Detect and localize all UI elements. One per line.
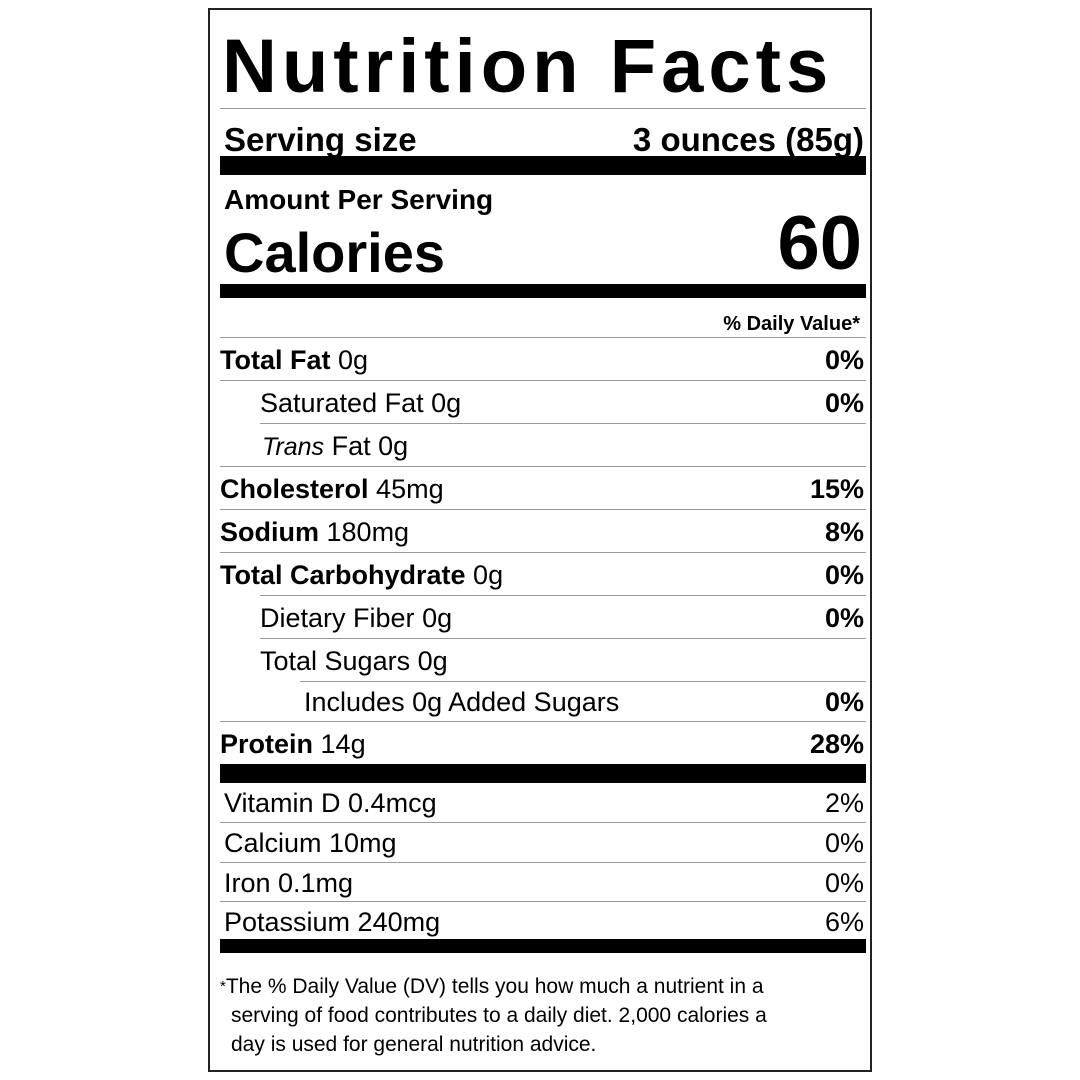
vitamin-dv: 0% [824, 867, 864, 898]
nutrient-row-dietary-fiber: Dietary Fiber 0g 0% [260, 598, 864, 638]
nutrient-dv: 0% [824, 344, 864, 375]
footnote: *The % Daily Value (DV) tells you how mu… [220, 972, 860, 1059]
vitamin-dv: 6% [824, 906, 864, 937]
nutrient-name: Includes 0g Added Sugars [304, 686, 620, 717]
nutrient-row-added-sugars: Includes 0g Added Sugars 0% [304, 683, 864, 721]
footnote-line: day is used for general nutrition advice… [231, 1033, 597, 1056]
footnote-asterisk: * [220, 978, 226, 995]
nutrient-row-saturated-fat: Saturated Fat 0g 0% [260, 383, 864, 423]
nutrient-name: Trans [262, 432, 325, 461]
nutrient-row-trans-fat: Trans Fat 0g [262, 426, 864, 466]
nutrient-dv: 0% [824, 602, 864, 633]
vitamin-text: Iron 0.1mg [224, 867, 354, 898]
divider [220, 380, 866, 381]
nutrient-dv: 8% [824, 516, 864, 547]
vitamin-text: Vitamin D 0.4mcg [224, 787, 437, 818]
divider [220, 552, 866, 553]
nutrient-amount: 0g [417, 645, 448, 676]
divider [220, 721, 866, 722]
label-title: Nutrition Facts [222, 24, 834, 109]
thick-divider [220, 156, 866, 175]
footnote-line: serving of food contributes to a daily d… [231, 1004, 767, 1027]
divider [220, 862, 866, 863]
nutrient-amount: 0g [473, 559, 504, 590]
vitamin-text: Potassium 240mg [224, 906, 441, 937]
nutrient-name: Total Fat [220, 344, 331, 375]
divider [220, 901, 866, 902]
nutrient-row-protein: Protein 14g 28% [220, 724, 864, 764]
nutrient-dv: 0% [824, 387, 864, 418]
divider [300, 681, 866, 682]
nutrient-amount: 0g [338, 344, 369, 375]
nutrient-name: Dietary Fiber [260, 602, 415, 633]
nutrient-dv: 28% [809, 728, 864, 759]
amount-per-serving: Amount Per Serving [224, 184, 494, 215]
divider [220, 466, 866, 467]
serving-size-value: 3 ounces (85g) [632, 121, 864, 158]
nutrient-row-total-sugars: Total Sugars 0g [260, 641, 864, 681]
nutrient-row-total-carbohydrate: Total Carbohydrate 0g 0% [220, 555, 864, 595]
thick-divider [220, 939, 866, 953]
serving-size-row: Serving size 3 ounces (85g) [224, 116, 864, 164]
nutrient-dv: 15% [809, 473, 864, 504]
nutrient-name: Total Carbohydrate [220, 559, 466, 590]
vitamin-row: Potassium 240mg 6% [224, 903, 864, 941]
nutrient-row-sodium: Sodium 180mg 8% [220, 512, 864, 552]
vitamin-dv: 0% [824, 827, 864, 858]
nutrient-amount: 0g [431, 387, 462, 418]
nutrient-name: Cholesterol [220, 473, 369, 504]
nutrient-name: Saturated Fat [260, 387, 424, 418]
nutrient-name: Total Sugars [260, 645, 411, 676]
calories-label: Calories [224, 221, 445, 284]
divider [220, 509, 866, 510]
nutrition-facts-label: Nutrition Facts Serving size 3 ounces (8… [208, 8, 872, 1072]
nutrient-amount: 0g [422, 602, 453, 633]
nutrient-dv: 0% [824, 559, 864, 590]
footnote-line: The % Daily Value (DV) tells you how muc… [225, 975, 764, 998]
nutrient-dv: 0% [824, 686, 864, 717]
nutrient-name: Protein [220, 728, 314, 759]
thick-divider [220, 284, 866, 298]
nutrient-amount: 180mg [326, 516, 410, 547]
vitamin-row: Calcium 10mg 0% [224, 824, 864, 862]
vitamin-text: Calcium 10mg [224, 827, 397, 858]
thick-divider [220, 764, 866, 783]
calories-value: 60 [777, 201, 862, 286]
daily-value-header: % Daily Value* [723, 313, 860, 335]
vitamin-row: Iron 0.1mg 0% [224, 864, 864, 902]
nutrient-amount: 14g [320, 728, 366, 759]
nutrient-row-total-fat: Total Fat 0g 0% [220, 340, 864, 380]
vitamin-row: Vitamin D 0.4mcg 2% [224, 784, 864, 822]
nutrient-amount: Fat 0g [331, 430, 409, 461]
nutrient-amount: 45mg [376, 473, 444, 504]
divider [220, 822, 866, 823]
vitamin-dv: 2% [824, 787, 864, 818]
nutrient-name: Sodium [220, 516, 319, 547]
serving-size-label: Serving size [224, 121, 417, 158]
divider [220, 108, 866, 109]
divider [260, 638, 866, 639]
divider [220, 337, 866, 338]
divider [260, 423, 866, 424]
nutrient-row-cholesterol: Cholesterol 45mg 15% [220, 469, 864, 509]
divider [260, 595, 866, 596]
